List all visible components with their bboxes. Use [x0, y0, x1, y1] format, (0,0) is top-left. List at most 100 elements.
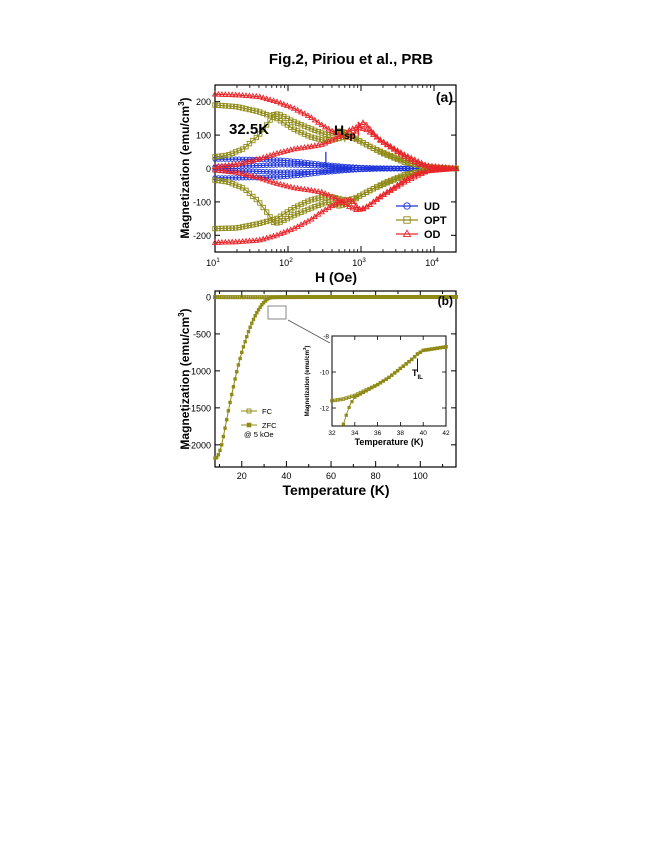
- data-point-od: [394, 147, 401, 153]
- data-point-od: [297, 108, 305, 115]
- data-point-opt: [301, 200, 308, 206]
- data-point-opt: [229, 150, 235, 156]
- inset-point-zfc: [344, 413, 348, 417]
- data-point-opt: [212, 102, 218, 108]
- data-point-opt: [215, 153, 222, 160]
- data-point-opt: [319, 201, 325, 207]
- data-point-opt: [325, 132, 332, 138]
- data-point-ud: [346, 164, 352, 171]
- data-point-ud: [222, 156, 228, 162]
- data-point-opt: [246, 140, 253, 147]
- data-point-zfc: [233, 377, 237, 381]
- data-point-zfc: [238, 356, 242, 361]
- panel-a: -200 -100 0 100 200 101 102 103 104 (a) 32.5K Hs…: [177, 84, 460, 285]
- x-tick-label: 60: [326, 471, 336, 481]
- data-point-od: [339, 198, 346, 205]
- data-point-ud: [253, 168, 259, 175]
- inset-point-zfc: [438, 346, 442, 350]
- data-point-opt: [377, 149, 383, 155]
- data-point-od: [432, 166, 439, 173]
- data-point-ud: [257, 168, 263, 175]
- data-point-fc: [257, 295, 262, 300]
- data-point-ud: [284, 169, 290, 175]
- data-point-opt: [263, 209, 270, 215]
- data-point-opt: [219, 225, 225, 232]
- data-point-od: [253, 236, 260, 243]
- inset-point-zfc: [410, 357, 414, 362]
- data-point-opt: [401, 172, 408, 178]
- data-point-opt: [212, 225, 218, 232]
- data-point-opt: [236, 183, 242, 190]
- data-point-od: [287, 103, 294, 110]
- inset-point-zfc: [395, 369, 400, 373]
- data-point-opt: [315, 195, 321, 201]
- data-point-zfc: [230, 392, 234, 397]
- field-note: @ 5 kOe: [244, 430, 274, 439]
- y-tick-label: -1000: [188, 366, 211, 376]
- data-point-opt: [394, 174, 401, 181]
- data-point-opt: [391, 176, 397, 182]
- inset-point-zfc: [367, 387, 371, 391]
- data-point-ud: [274, 162, 280, 168]
- data-point-opt: [308, 134, 315, 140]
- data-point-fc: [253, 295, 258, 300]
- data-point-opt: [394, 156, 401, 163]
- data-point-opt: [263, 122, 270, 128]
- data-point-od: [318, 188, 325, 195]
- data-point-opt: [312, 196, 318, 202]
- data-point-opt: [294, 120, 301, 126]
- data-point-od: [287, 146, 294, 153]
- data-point-ud: [350, 164, 356, 171]
- data-point-opt: [398, 158, 404, 164]
- data-point-od: [229, 238, 236, 245]
- data-point-opt: [246, 106, 253, 113]
- data-point-od: [349, 204, 356, 211]
- data-point-opt: [298, 209, 304, 215]
- data-point-ud: [332, 164, 339, 170]
- data-point-opt: [305, 124, 311, 131]
- data-point-opt: [250, 137, 256, 144]
- data-point-od: [222, 167, 229, 174]
- data-point-od: [366, 125, 374, 132]
- data-point-od: [291, 184, 298, 191]
- data-point-opt: [212, 154, 218, 160]
- data-point-od: [370, 131, 377, 138]
- data-point-od: [304, 186, 312, 193]
- data-point-od: [239, 237, 246, 244]
- data-point-od: [225, 168, 232, 174]
- data-point-ud: [394, 165, 401, 171]
- data-point-od: [263, 176, 270, 183]
- data-point-od: [232, 168, 239, 175]
- data-point-opt: [277, 112, 284, 118]
- data-point-ud: [270, 162, 277, 168]
- data-point-od: [211, 90, 219, 97]
- data-point-od: [321, 123, 329, 130]
- inset-ylabel: Magnetization (emu/cm3): [302, 346, 311, 417]
- data-point-ud: [284, 162, 290, 168]
- data-point-od: [246, 157, 253, 164]
- data-point-opt: [243, 223, 249, 229]
- data-point-od: [235, 238, 243, 245]
- data-point-ud: [315, 163, 321, 169]
- data-point-ud: [308, 168, 315, 175]
- x-tick-label: 103: [352, 257, 366, 268]
- data-point-opt: [219, 178, 225, 184]
- data-point-od: [349, 131, 356, 138]
- data-point-ud: [294, 172, 301, 179]
- data-point-od: [270, 178, 277, 185]
- data-point-opt: [239, 224, 246, 230]
- data-point-zfc: [454, 295, 458, 299]
- y-tick-label: -1500: [188, 403, 211, 413]
- inset-point-zfc: [347, 405, 351, 410]
- y-tick-label: 200: [196, 97, 211, 107]
- data-point-od: [242, 92, 250, 98]
- legend-marker-zfc: [246, 422, 252, 428]
- data-point-zfc: [214, 455, 219, 460]
- data-point-ud: [343, 164, 349, 171]
- data-point-ud: [281, 162, 287, 168]
- data-point-ud: [288, 162, 294, 168]
- data-point-ud: [315, 168, 321, 174]
- data-point-od: [249, 172, 257, 179]
- inset-point-zfc: [353, 395, 357, 399]
- data-point-od: [280, 181, 288, 188]
